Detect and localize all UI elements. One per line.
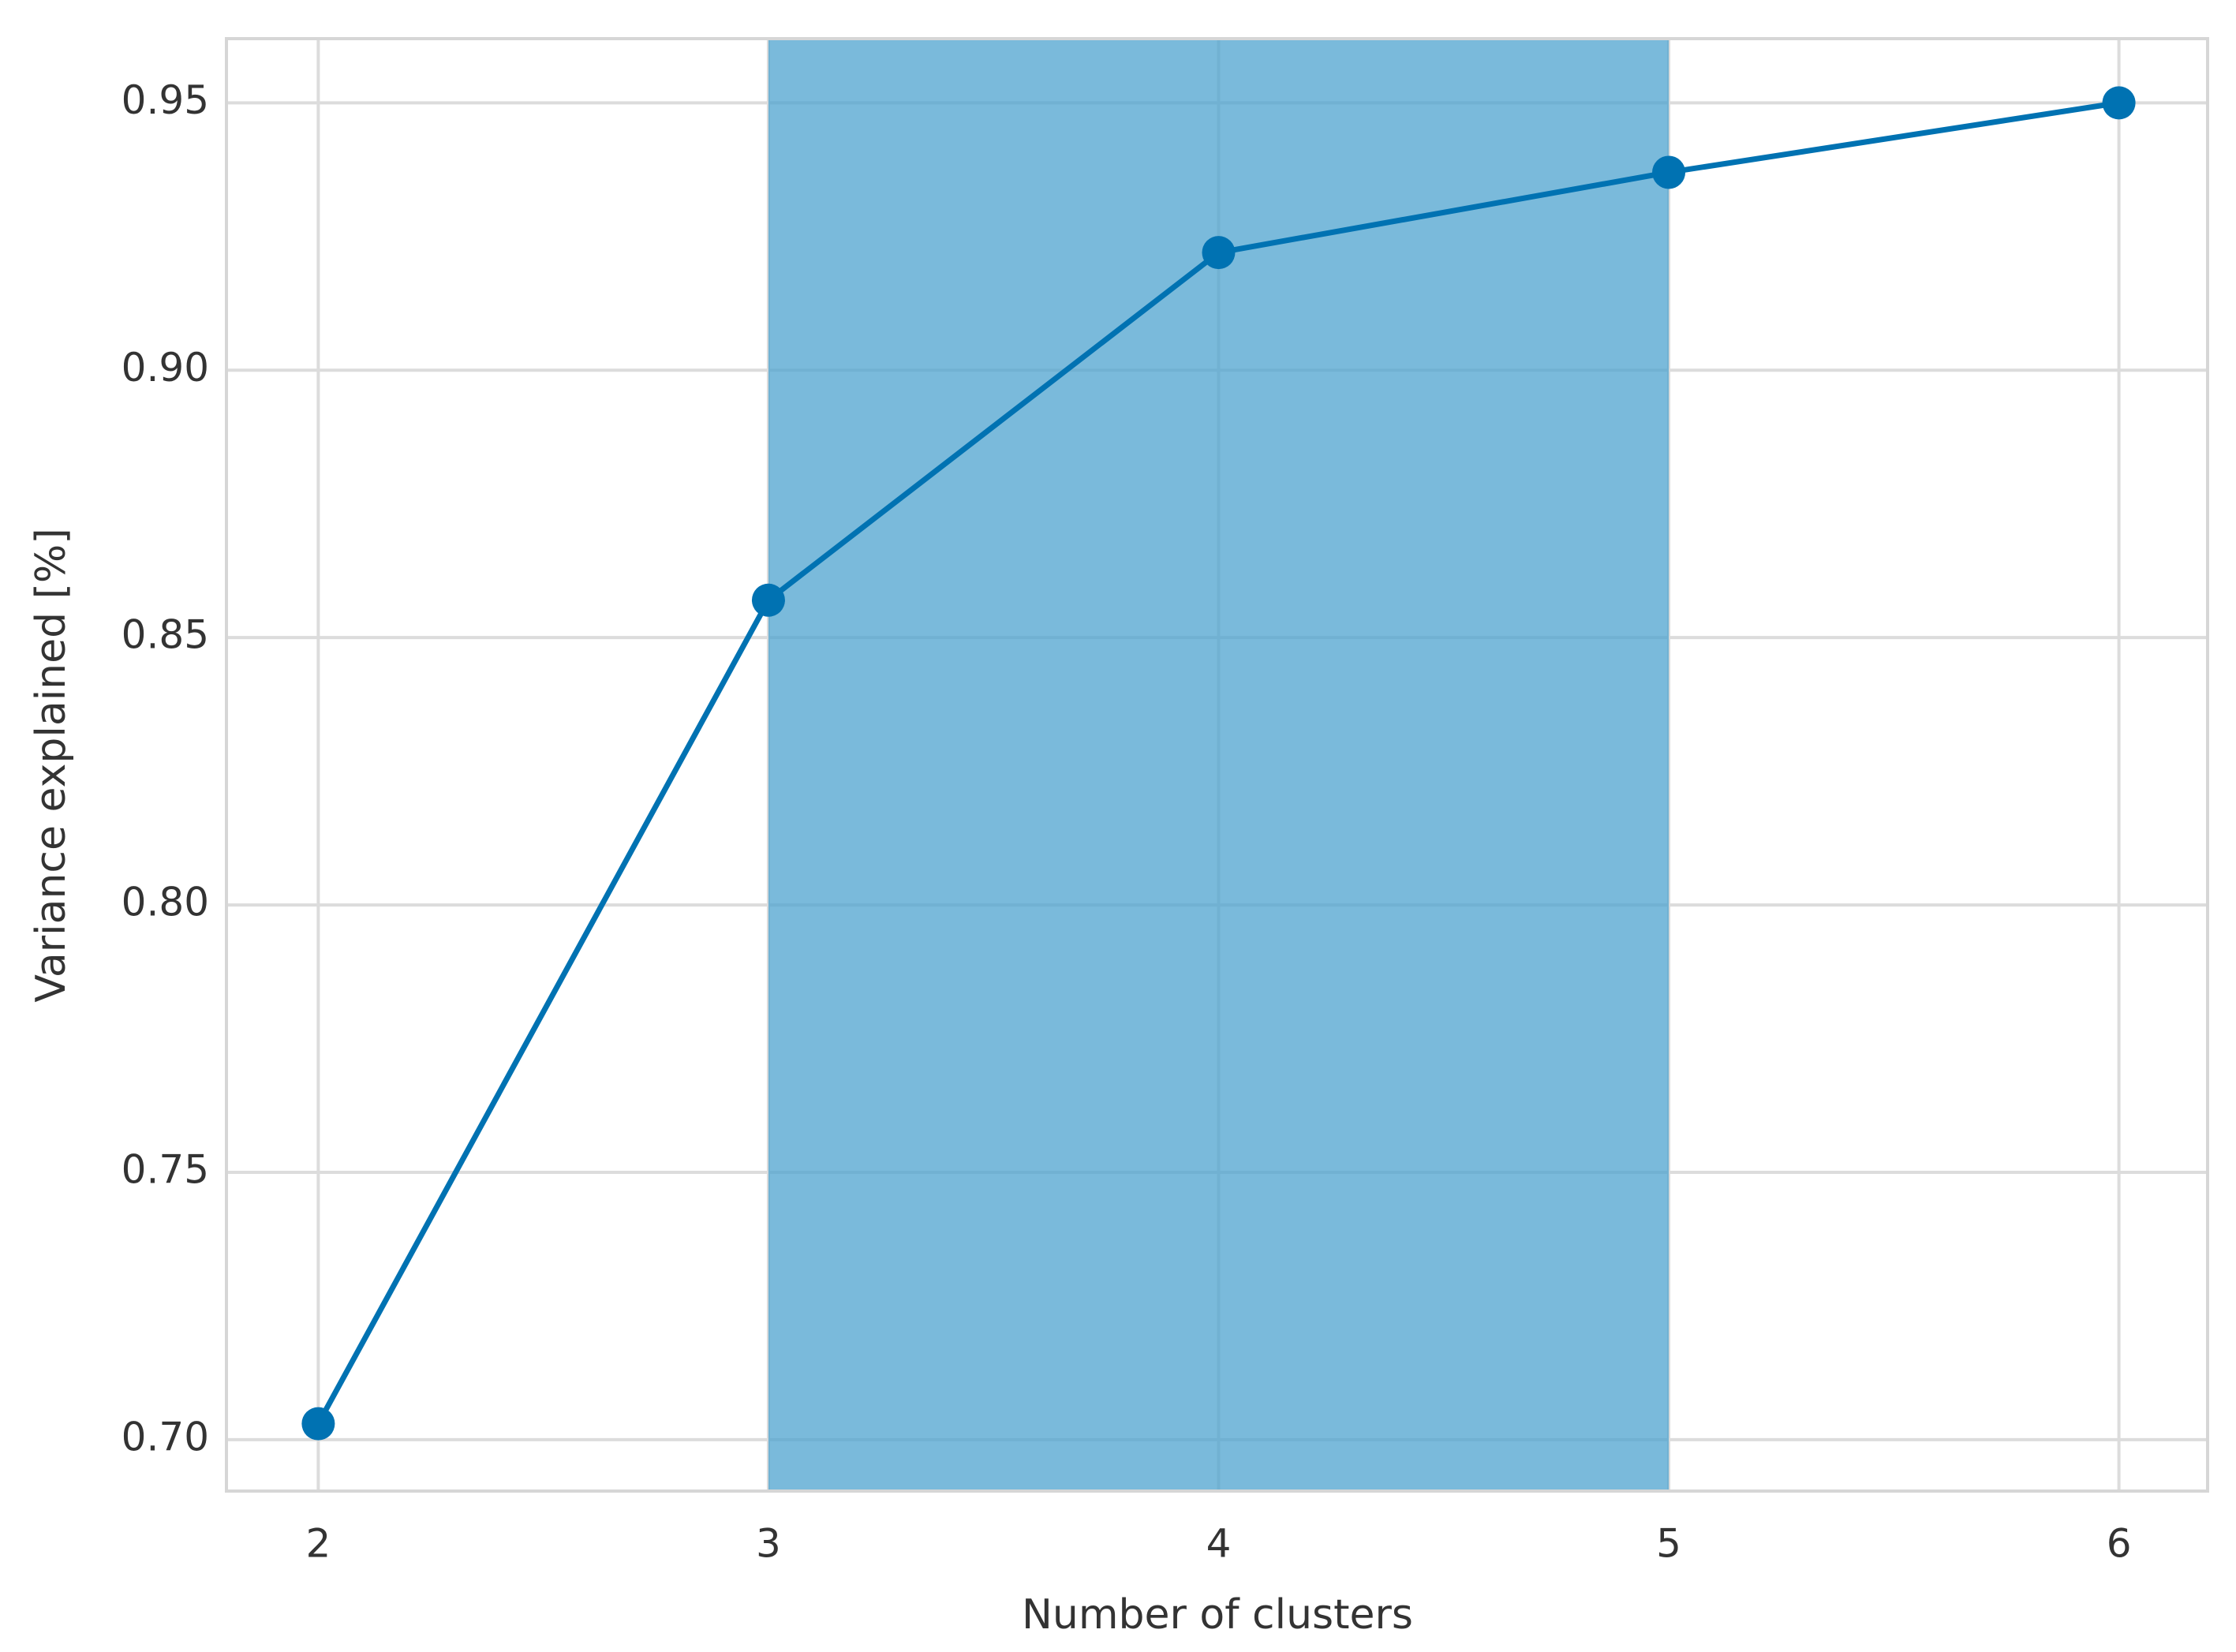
highlight-span — [768, 39, 1670, 1491]
x-tick-label: 6 — [2107, 1521, 2132, 1567]
data-point — [301, 1407, 335, 1441]
x-tick-label: 3 — [756, 1521, 781, 1567]
y-tick-label: 0.85 — [122, 612, 209, 658]
x-tick-label: 4 — [1206, 1521, 1232, 1567]
y-tick-label: 0.70 — [122, 1414, 209, 1460]
y-tick-label: 0.95 — [122, 77, 209, 123]
y-tick-label: 0.90 — [122, 345, 209, 391]
x-tick-label: 2 — [305, 1521, 331, 1567]
y-axis-label: Variance explained [%] — [28, 528, 75, 1002]
x-axis-label: Number of clusters — [1022, 1591, 1413, 1639]
plot-frame — [225, 37, 2209, 1493]
data-point — [1652, 155, 1686, 189]
x-tick-label: 5 — [1656, 1521, 1681, 1567]
data-point — [1202, 236, 1236, 270]
y-tick-label: 0.75 — [122, 1147, 209, 1193]
data-point — [2102, 86, 2136, 120]
y-tick-label: 0.80 — [122, 880, 209, 925]
data-point — [751, 583, 785, 617]
